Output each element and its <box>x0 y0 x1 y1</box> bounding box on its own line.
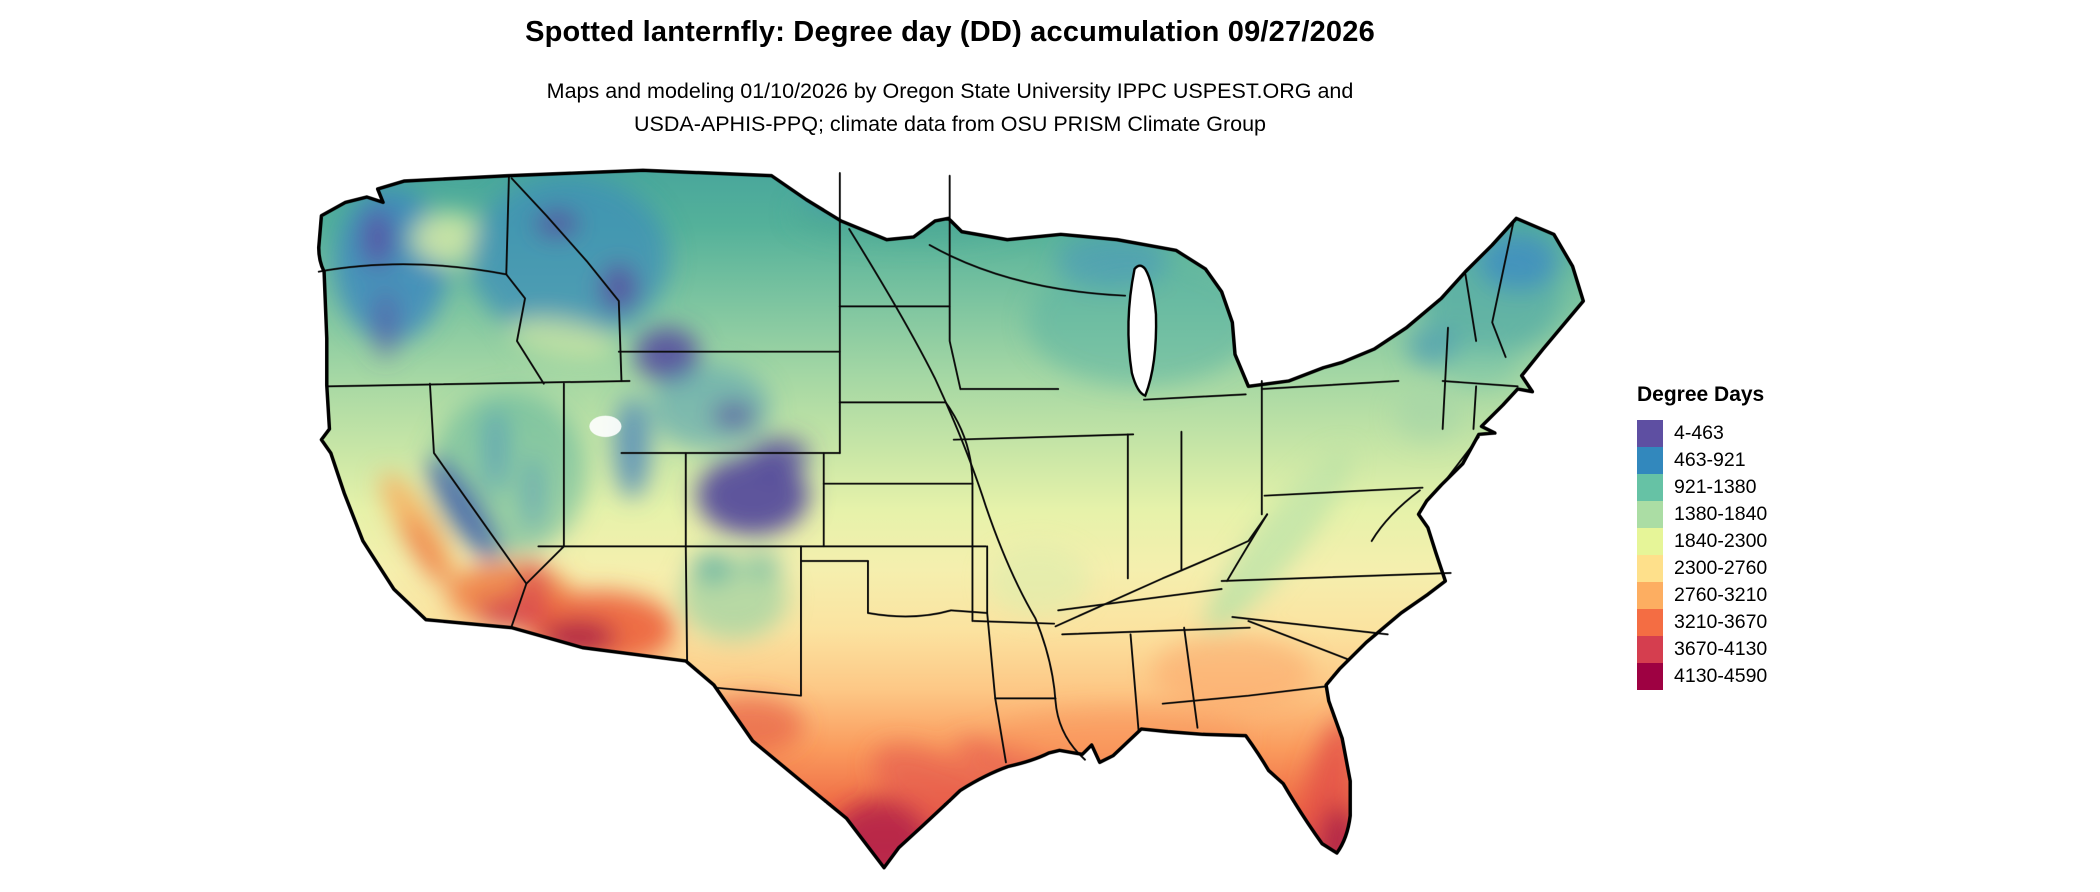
legend-row: 3210-3670 <box>1637 609 1767 636</box>
great-salt-lake <box>589 415 622 437</box>
legend-row: 3670-4130 <box>1637 636 1767 663</box>
legend-label: 2300-2760 <box>1674 557 1768 579</box>
figure-subtitle-line2: USDA-APHIS-PPQ; climate data from OSU PR… <box>633 112 1267 136</box>
figure-header: Spotted lanternfly: Degree day (DD) accu… <box>0 16 1900 141</box>
legend-label: 4-463 <box>1674 422 1724 444</box>
us-map-svg <box>316 168 1586 870</box>
legend-row: 1840-2300 <box>1637 528 1767 555</box>
legend-swatch <box>1637 501 1663 528</box>
us-degree-day-map <box>308 165 1594 885</box>
legend: Degree Days 4-463 463-921 921-1380 1380-184… <box>1637 383 1767 690</box>
figure-subtitle-line1: Maps and modeling 01/10/2026 by Oregon S… <box>546 79 1354 103</box>
legend-label: 4130-4590 <box>1674 665 1768 687</box>
legend-row: 1380-1840 <box>1637 501 1767 528</box>
lakes-layer <box>589 264 1158 437</box>
state-boundaries <box>317 172 1519 764</box>
legend-swatch <box>1637 636 1663 663</box>
legend-label: 1380-1840 <box>1674 503 1768 525</box>
legend-swatch <box>1637 420 1663 447</box>
legend-row: 2300-2760 <box>1637 555 1767 582</box>
legend-row: 463-921 <box>1637 447 1767 474</box>
legend-swatch <box>1637 555 1663 582</box>
legend-label: 3670-4130 <box>1674 638 1768 660</box>
legend-row: 4130-4590 <box>1637 663 1767 690</box>
legend-row: 921-1380 <box>1637 474 1767 501</box>
legend-swatch <box>1637 528 1663 555</box>
figure-title: Spotted lanternfly: Degree day (DD) accu… <box>525 16 1375 48</box>
legend-label: 3210-3670 <box>1674 611 1768 633</box>
legend-row: 2760-3210 <box>1637 582 1767 609</box>
legend-title: Degree Days <box>1637 383 1765 406</box>
legend-swatch <box>1637 609 1663 636</box>
legend-label: 1840-2300 <box>1674 530 1768 552</box>
legend-label: 2760-3210 <box>1674 584 1768 606</box>
legend-row: 4-463 <box>1637 420 1767 447</box>
legend-rows: 4-463 463-921 921-1380 1380-1840 1840-2300 23… <box>1637 420 1767 690</box>
legend-label: 921-1380 <box>1674 476 1757 498</box>
legend-swatch <box>1637 474 1663 501</box>
legend-swatch <box>1637 582 1663 609</box>
lake-michigan <box>1127 264 1158 398</box>
legend-swatch <box>1637 447 1663 474</box>
legend-label: 463-921 <box>1674 449 1746 471</box>
legend-swatch <box>1637 663 1663 690</box>
